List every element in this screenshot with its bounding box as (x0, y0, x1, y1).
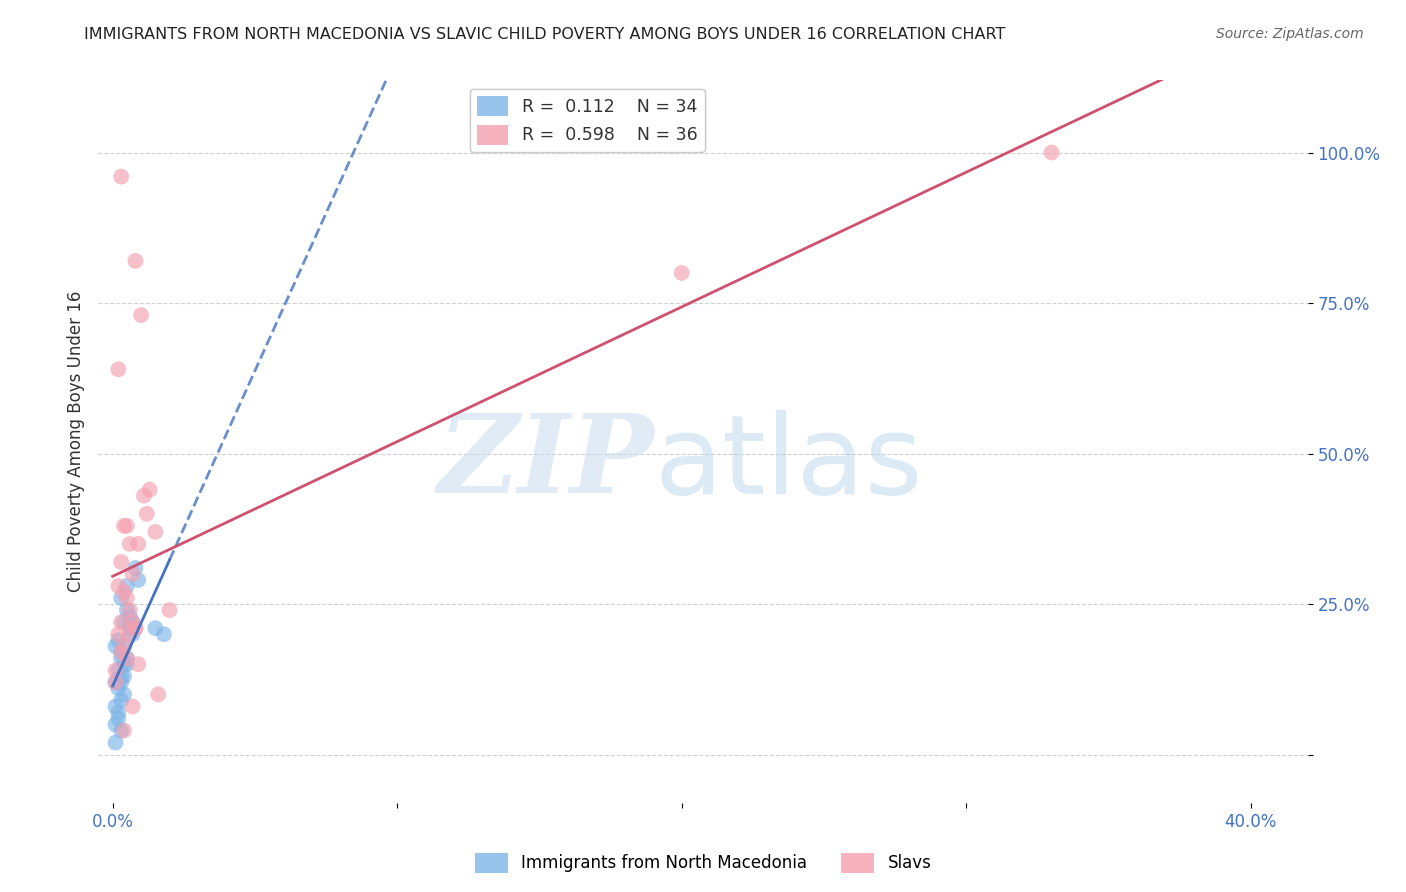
Point (112, 657, 135, 672)
Point (135, 507, 157, 521)
Point (107, 362, 129, 376)
Point (107, 579, 129, 593)
Point (112, 639, 135, 653)
Point (115, 657, 138, 672)
Point (104, 639, 127, 653)
Point (121, 627, 143, 641)
Point (104, 675, 127, 690)
Point (110, 675, 132, 690)
Point (110, 645, 132, 659)
Point (112, 639, 135, 653)
Point (127, 657, 149, 672)
Point (110, 669, 132, 683)
Point (110, 645, 132, 659)
Point (124, 254, 146, 268)
Point (143, 621, 166, 635)
Point (121, 699, 143, 714)
Point (107, 706, 129, 720)
Point (110, 591, 132, 606)
Point (124, 621, 146, 635)
Point (127, 537, 149, 551)
Point (104, 717, 127, 731)
Point (129, 308, 152, 322)
Point (138, 483, 160, 497)
Point (112, 585, 135, 599)
Point (127, 573, 149, 587)
Point (110, 693, 132, 707)
Point (115, 603, 138, 617)
Point (112, 519, 135, 533)
Point (110, 723, 132, 738)
Point (121, 567, 143, 582)
Point (104, 735, 127, 749)
Text: Source: ZipAtlas.com: Source: ZipAtlas.com (1216, 27, 1364, 41)
Point (107, 633, 129, 648)
Point (104, 699, 127, 714)
Text: ZIP: ZIP (439, 409, 655, 517)
Point (118, 603, 141, 617)
Point (115, 519, 138, 533)
Text: atlas: atlas (655, 409, 924, 516)
Point (107, 712, 129, 726)
Point (115, 651, 138, 665)
Point (112, 669, 135, 683)
Point (124, 561, 146, 575)
Point (110, 169, 132, 184)
Point (107, 681, 129, 696)
Point (121, 615, 143, 630)
Point (104, 675, 127, 690)
Point (118, 621, 141, 635)
Point (112, 687, 135, 701)
Point (143, 524, 166, 539)
Point (146, 687, 169, 701)
Point (132, 489, 155, 503)
Point (118, 627, 141, 641)
Point (104, 664, 127, 678)
Point (159, 603, 181, 617)
Y-axis label: Child Poverty Among Boys Under 16: Child Poverty Among Boys Under 16 (66, 291, 84, 592)
Point (153, 627, 176, 641)
Legend: R =  0.112    N = 34, R =  0.598    N = 36: R = 0.112 N = 34, R = 0.598 N = 36 (470, 89, 704, 152)
Point (671, 266, 693, 280)
Point (107, 627, 129, 641)
Point (107, 664, 129, 678)
Point (110, 615, 132, 630)
Point (1040, 145, 1063, 160)
Point (118, 537, 141, 551)
Point (118, 609, 141, 624)
Point (124, 621, 146, 635)
Point (112, 723, 135, 738)
Point (115, 579, 138, 593)
Point (110, 555, 132, 569)
Point (110, 651, 132, 665)
Point (112, 615, 135, 630)
Point (121, 615, 143, 630)
Legend: Immigrants from North Macedonia, Slavs: Immigrants from North Macedonia, Slavs (468, 847, 938, 880)
Text: IMMIGRANTS FROM NORTH MACEDONIA VS SLAVIC CHILD POVERTY AMONG BOYS UNDER 16 CORR: IMMIGRANTS FROM NORTH MACEDONIA VS SLAVI… (84, 27, 1005, 42)
Point (115, 591, 138, 606)
Point (115, 651, 138, 665)
